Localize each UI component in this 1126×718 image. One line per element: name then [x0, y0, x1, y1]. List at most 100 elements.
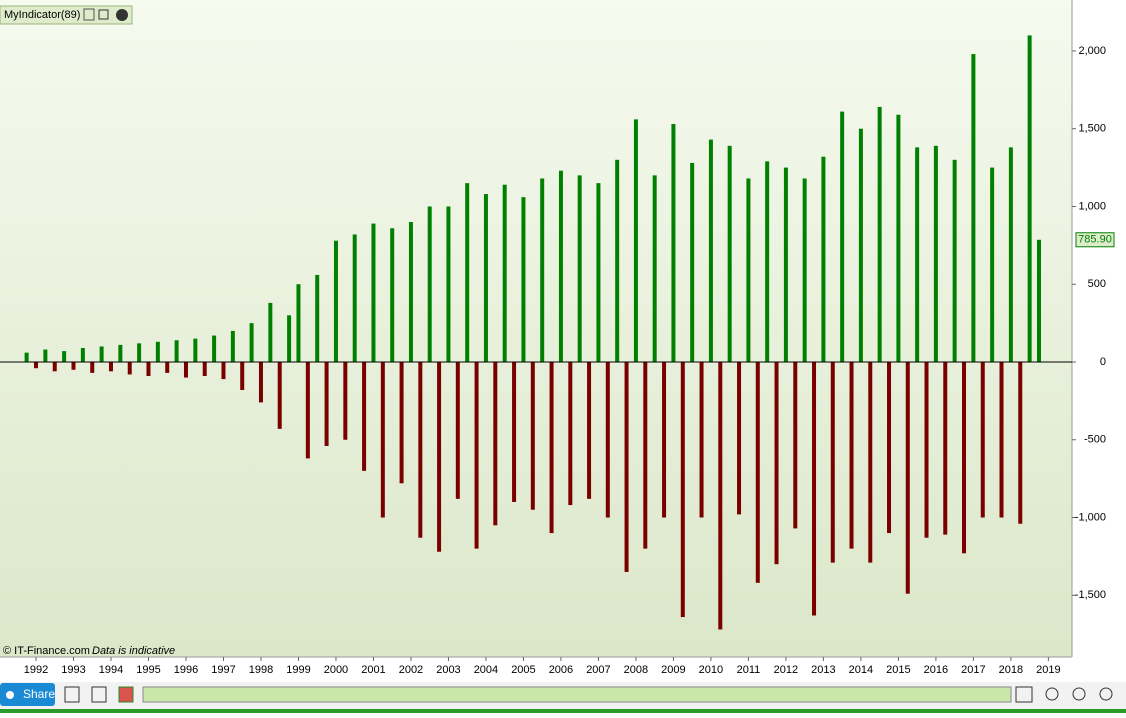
bar — [249, 323, 254, 362]
tool-icon[interactable] — [91, 686, 107, 703]
bar — [746, 178, 751, 362]
bar — [137, 343, 142, 362]
x-tick-label: 2001 — [361, 664, 385, 676]
zoom-out-icon[interactable] — [1072, 687, 1086, 701]
bar — [202, 361, 207, 376]
bar — [624, 361, 629, 572]
bar — [324, 361, 329, 446]
last-value-box — [1075, 232, 1115, 248]
bar — [1027, 35, 1032, 362]
scrollbar[interactable] — [142, 686, 1012, 703]
y-tick-label: 0 — [1100, 356, 1106, 368]
bar — [755, 361, 760, 583]
bar — [540, 178, 545, 362]
close-icon[interactable] — [116, 9, 128, 21]
bar — [230, 330, 235, 362]
bar — [1037, 239, 1042, 362]
bar — [268, 302, 273, 362]
x-tick-label: 2019 — [1036, 664, 1060, 676]
bar — [221, 361, 226, 380]
x-tick-label: 2012 — [774, 664, 798, 676]
bar — [287, 315, 292, 362]
y-tick-label: 1,000 — [1078, 200, 1106, 212]
bar — [858, 128, 863, 362]
x-tick-label: 2004 — [474, 664, 498, 676]
bar — [446, 206, 451, 362]
y-tick-label: -500 — [1084, 434, 1106, 446]
x-tick-label: 2017 — [961, 664, 985, 676]
bar — [708, 139, 713, 362]
x-tick-label: 2008 — [624, 664, 648, 676]
bar — [43, 349, 48, 362]
x-tick-label: 1996 — [174, 664, 198, 676]
last-value-label: 785.90 — [1078, 234, 1112, 246]
zoom-icon[interactable] — [1045, 687, 1059, 701]
x-tick-label: 2005 — [511, 664, 535, 676]
bar — [933, 145, 938, 362]
x-tick-label: 2007 — [586, 664, 610, 676]
bar — [437, 361, 442, 552]
bar — [793, 361, 798, 529]
settings-icon[interactable] — [83, 8, 95, 21]
bar — [530, 361, 535, 510]
zoom-in-icon[interactable] — [1099, 687, 1113, 701]
bar — [193, 338, 198, 362]
bar — [24, 352, 29, 362]
bar — [549, 361, 554, 534]
bar — [333, 240, 338, 362]
bar — [315, 274, 320, 362]
bar — [680, 361, 685, 618]
bar — [662, 361, 667, 518]
bar — [80, 347, 85, 362]
bar — [174, 340, 179, 362]
share-button[interactable] — [0, 683, 55, 706]
x-tick-label: 2015 — [886, 664, 910, 676]
bar — [690, 162, 695, 362]
bar — [483, 194, 488, 362]
bar — [512, 361, 517, 502]
bar — [905, 361, 910, 594]
bar — [408, 222, 413, 362]
bar — [493, 361, 498, 526]
bar — [399, 361, 404, 484]
x-tick-label: 1995 — [136, 664, 160, 676]
bar — [980, 361, 985, 518]
bar — [615, 159, 620, 362]
window-icon[interactable] — [98, 9, 109, 20]
bar — [418, 361, 423, 538]
bar — [765, 161, 770, 362]
bar — [802, 178, 807, 362]
bar — [352, 234, 357, 362]
bar — [999, 361, 1004, 518]
bar — [643, 361, 648, 549]
bar — [812, 361, 817, 616]
bar — [343, 361, 348, 440]
plot-area — [0, 0, 1072, 657]
bar — [371, 223, 376, 362]
bar — [390, 228, 395, 362]
x-tick-label: 2014 — [849, 664, 873, 676]
bar — [380, 361, 385, 518]
tool-icon[interactable] — [64, 686, 80, 703]
tool-icon[interactable] — [118, 686, 134, 703]
bar — [971, 54, 976, 362]
bar — [727, 145, 732, 362]
plot — [0, 35, 1072, 630]
bar — [568, 361, 573, 506]
x-tick-label: 1993 — [61, 664, 85, 676]
x-tick-label: 1997 — [211, 664, 235, 676]
bar — [455, 361, 460, 499]
y-tick-label: -1,000 — [1075, 511, 1106, 523]
x-tick-label: 1998 — [249, 664, 273, 676]
x-tick-label: 2010 — [699, 664, 723, 676]
bar — [521, 197, 526, 362]
source: © IT-Finance.com — [3, 645, 90, 657]
tool-icon[interactable] — [1015, 686, 1033, 703]
bar — [183, 361, 188, 378]
x-tick-label: 2002 — [399, 664, 423, 676]
bar — [821, 156, 826, 362]
bar — [1008, 147, 1013, 362]
x-tick-label: 1992 — [24, 664, 48, 676]
bar — [558, 170, 563, 362]
